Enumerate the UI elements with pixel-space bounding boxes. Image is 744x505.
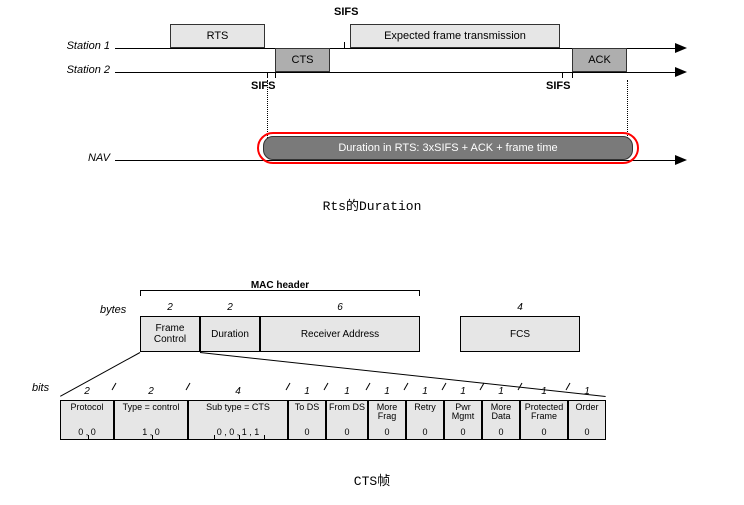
bit-width-10: 1 (568, 386, 606, 397)
bit-width-4: 1 (326, 386, 368, 397)
bit-name-10: Order (569, 403, 605, 412)
bit-cell-5: MoreFrag 0 (368, 400, 406, 440)
bit-width-2: 4 (188, 386, 288, 397)
sifs-tick-1 (275, 72, 276, 78)
bit-vals-4: 0 (327, 427, 367, 437)
bit-vals-8: 0 (483, 427, 519, 437)
bit-tick-2-1 (214, 435, 215, 439)
rts-block: RTS (170, 24, 265, 48)
bit-width-1: 2 (114, 386, 188, 397)
seg-bytes-0: 2 (140, 302, 200, 313)
bit-tick-2-2 (239, 435, 240, 439)
bit-vals-5: 0 (369, 427, 405, 437)
sifs-bottom-left-label: SIFS (251, 80, 275, 92)
bit-cell-0: Protocol 0 , 0 (60, 400, 114, 440)
cts-block: CTS (275, 48, 330, 72)
sifs-tick-0 (267, 72, 268, 78)
sifs-bottom-right-label: SIFS (546, 80, 570, 92)
bit-vals-2: 0 , 0 , 1 , 1 (189, 427, 287, 437)
cts-frame-diagram: bytesMAC header2FrameControl2Duration6Re… (60, 280, 680, 460)
seg-0: FrameControl (140, 316, 200, 352)
bit-cell-6: Retry 0 (406, 400, 444, 440)
bit-vals-10: 0 (569, 427, 605, 437)
timing-caption: Rts的Duration (0, 195, 744, 214)
bit-tick-1-1 (152, 435, 153, 439)
bit-name-9: ProtectedFrame (521, 403, 567, 421)
bytes-label: bytes (100, 304, 126, 316)
station2-label: Station 2 (50, 64, 110, 76)
bit-name-8: MoreData (483, 403, 519, 421)
nav-label: NAV (50, 152, 110, 164)
bit-width-7: 1 (444, 386, 482, 397)
bit-width-6: 1 (406, 386, 444, 397)
nav-highlight-circle (257, 132, 639, 164)
bit-cell-9: ProtectedFrame 0 (520, 400, 568, 440)
bit-cell-2: Sub type = CTS 0 , 0 , 1 , 1 (188, 400, 288, 440)
nav-arrowhead (675, 155, 687, 165)
bit-vals-0: 0 , 0 (61, 427, 113, 437)
ack-block: ACK (572, 48, 627, 72)
bit-width-5: 1 (368, 386, 406, 397)
bit-cell-8: MoreData 0 (482, 400, 520, 440)
station1-arrowhead (675, 43, 687, 53)
bit-cell-4: From DS 0 (326, 400, 368, 440)
bit-width-9: 1 (520, 386, 568, 397)
bit-name-0: Protocol (61, 403, 113, 412)
seg-1: Duration (200, 316, 260, 352)
bit-cell-1: Type = control 1 , 0 (114, 400, 188, 440)
bit-name-7: PwrMgmt (445, 403, 481, 421)
seg-bytes-2: 6 (260, 302, 420, 313)
sifs-tick-2 (562, 72, 563, 78)
bit-vals-3: 0 (289, 427, 325, 437)
bits-label: bits (32, 382, 49, 394)
station1-label: Station 1 (50, 40, 110, 52)
timing-diagram: Station 1Station 2NAVRTSExpected frame t… (60, 10, 700, 220)
bit-width-0: 2 (60, 386, 114, 397)
sifs-top-tick (344, 42, 345, 48)
sifs-tick-3 (572, 72, 573, 78)
bit-vals-7: 0 (445, 427, 481, 437)
bit-width-3: 1 (288, 386, 326, 397)
dotted-left (267, 80, 268, 138)
bit-vals-9: 0 (521, 427, 567, 437)
seg-3: FCS (460, 316, 580, 352)
seg-bytes-1: 2 (200, 302, 260, 313)
bit-cell-10: Order 0 (568, 400, 606, 440)
seg-bytes-3: 4 (460, 302, 580, 313)
bit-name-5: MoreFrag (369, 403, 405, 421)
bit-name-1: Type = control (115, 403, 187, 412)
seg-2: Receiver Address (260, 316, 420, 352)
bit-name-2: Sub type = CTS (189, 403, 287, 412)
sifs-top-label: SIFS (334, 6, 358, 18)
bit-width-8: 1 (482, 386, 520, 397)
bit-cell-7: PwrMgmt 0 (444, 400, 482, 440)
bit-cell-3: To DS 0 (288, 400, 326, 440)
bit-name-3: To DS (289, 403, 325, 412)
bit-tick-2-3 (264, 435, 265, 439)
dotted-right (627, 80, 628, 138)
expected-frame-block: Expected frame transmission (350, 24, 560, 48)
bit-name-6: Retry (407, 403, 443, 412)
bit-name-4: From DS (327, 403, 367, 412)
root: Station 1 Station 2 NAV RTS Expected frame t… (0, 0, 744, 505)
station2-arrowhead (675, 67, 687, 77)
station2-axis (115, 72, 675, 73)
bit-vals-6: 0 (407, 427, 443, 437)
bit-vals-1: 1 , 0 (115, 427, 187, 437)
mac-header-label: MAC header (240, 280, 320, 291)
bit-tick-0-1 (88, 435, 89, 439)
frame-caption: CTS帧 (0, 470, 744, 489)
